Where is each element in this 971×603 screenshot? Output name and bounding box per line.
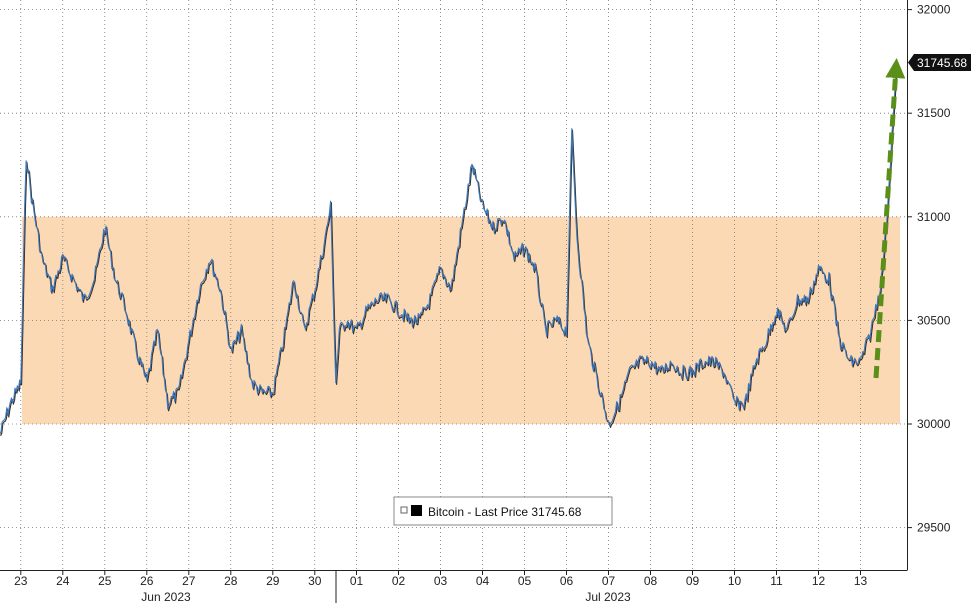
- x-tick-label: 10: [728, 574, 742, 588]
- x-tick-label: 08: [644, 574, 658, 588]
- x-tick-label: 27: [182, 574, 196, 588]
- x-tick-label: 12: [812, 574, 826, 588]
- y-tick-label: 31500: [917, 106, 951, 120]
- annotation-layer: [873, 58, 906, 379]
- series-line: [0, 62, 898, 435]
- legend-label: Bitcoin - Last Price 31745.68: [428, 505, 582, 519]
- x-tick-label: 28: [224, 574, 238, 588]
- last-price-label-pointer: [908, 54, 914, 71]
- x-tick-label: 01: [350, 574, 364, 588]
- legend: Bitcoin - Last Price 31745.68: [393, 496, 613, 526]
- month-label: Jun 2023: [141, 590, 191, 603]
- x-tick-label: 25: [98, 574, 112, 588]
- grid-layer: [0, 0, 907, 570]
- series-layer: [0, 62, 899, 436]
- x-tick-label: 03: [434, 574, 448, 588]
- x-tick-label: 26: [140, 574, 154, 588]
- x-tick-label: 23: [14, 574, 28, 588]
- x-tick-label: 11: [770, 574, 783, 588]
- last-price-label-box: [914, 54, 971, 71]
- legend-marker: [411, 505, 422, 516]
- x-tick-label: 06: [560, 574, 574, 588]
- x-tick-label: 02: [392, 574, 406, 588]
- month-label: Jul 2023: [585, 590, 631, 603]
- legend-box: [393, 496, 613, 526]
- x-tick-label: 05: [518, 574, 532, 588]
- y-tick-label: 31000: [917, 210, 951, 224]
- x-tick-label: 09: [686, 574, 700, 588]
- y-tick-label: 32000: [917, 3, 951, 17]
- trend-arrow: [873, 58, 906, 379]
- x-tick-label: 24: [56, 574, 70, 588]
- y-tick-label: 30500: [917, 313, 951, 327]
- x-tick-label: 04: [476, 574, 490, 588]
- x-tick-label: 07: [602, 574, 616, 588]
- last-price-label: 31745.68: [908, 54, 971, 71]
- last-price-label-text: 31745.68: [917, 56, 967, 70]
- legend-toggle-icon[interactable]: [400, 506, 408, 514]
- y-tick-label: 29500: [917, 521, 951, 535]
- x-tick-label: 13: [854, 574, 868, 588]
- axis-layer: 29500 30000 30500 31000 31500 32000 23 24 25 26 27…: [0, 0, 951, 603]
- x-tick-label: 30: [308, 574, 322, 588]
- y-tick-label: 30000: [917, 417, 951, 431]
- x-tick-label: 29: [266, 574, 280, 588]
